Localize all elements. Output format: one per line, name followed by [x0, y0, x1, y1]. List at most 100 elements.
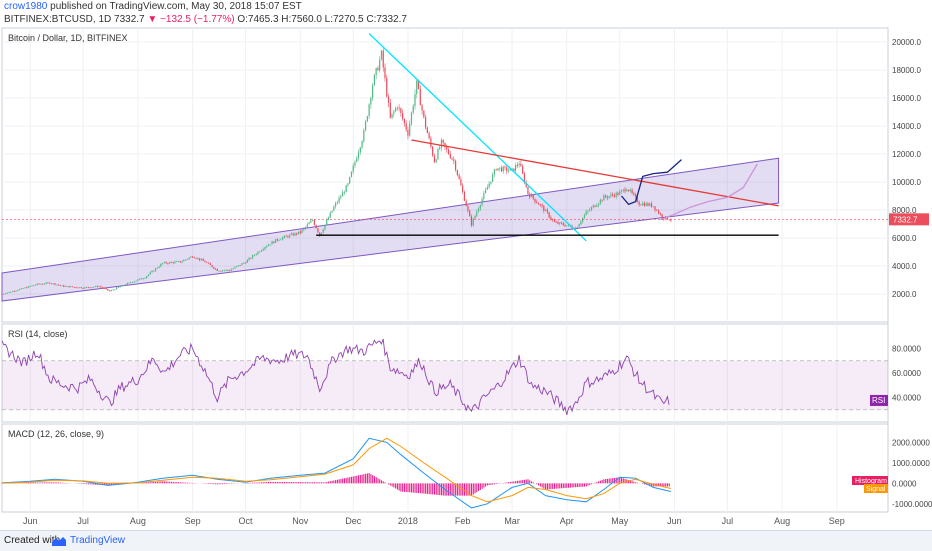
- macd-histogram-bar: [460, 483, 461, 495]
- candle-body: [38, 284, 39, 285]
- candle-body: [619, 192, 620, 195]
- macd-histogram-bar: [215, 483, 216, 484]
- candle-body: [257, 252, 258, 254]
- macd-histogram-bar: [399, 483, 400, 490]
- candle-body: [631, 190, 632, 193]
- macd-histogram-bar: [342, 479, 343, 484]
- candle-body: [312, 220, 313, 221]
- macd-histogram-bar: [609, 479, 610, 484]
- candle-body: [554, 220, 555, 222]
- macd-histogram-bar: [56, 482, 57, 483]
- candle-body: [65, 286, 66, 287]
- x-tick-label: Feb: [455, 516, 471, 526]
- candle-body: [148, 274, 149, 276]
- macd-histogram-bar: [416, 483, 417, 493]
- macd-histogram-bar: [572, 483, 573, 487]
- x-tick-label: 2018: [398, 516, 418, 526]
- macd-histogram-bar: [53, 482, 54, 483]
- candle-body: [141, 279, 142, 280]
- candle-body: [409, 124, 410, 136]
- candle-body: [464, 192, 465, 201]
- macd-histogram-bar: [580, 483, 581, 486]
- candle-body: [111, 290, 112, 291]
- candle-body: [377, 68, 378, 70]
- macd-histogram-bar: [224, 483, 225, 484]
- candle-body: [5, 293, 6, 294]
- macd-histogram-bar: [423, 483, 424, 493]
- candle-body: [411, 113, 412, 124]
- candle-body: [98, 286, 99, 287]
- candle-body: [72, 286, 73, 287]
- y-tick-label: 12000.0: [892, 150, 921, 159]
- macd-histogram-bar: [316, 482, 317, 483]
- candle-body: [365, 121, 366, 130]
- candle-body: [623, 189, 624, 190]
- macd-histogram-bar: [632, 481, 633, 483]
- candle-body: [31, 286, 32, 287]
- x-tick-label: May: [611, 516, 629, 526]
- macd-histogram-bar: [540, 483, 541, 486]
- candle-body: [586, 212, 587, 215]
- macd-histogram-bar: [353, 476, 354, 483]
- macd-histogram-bar: [565, 483, 566, 488]
- macd-histogram-bar: [485, 483, 486, 486]
- candle-body: [132, 282, 133, 283]
- candle-body: [238, 265, 239, 266]
- macd-histogram-bar: [605, 479, 606, 483]
- candle-body: [425, 117, 426, 127]
- candle-body: [600, 200, 601, 204]
- macd-histogram-bar: [349, 477, 350, 483]
- candle-body: [121, 285, 122, 286]
- candle-body: [651, 203, 652, 206]
- candle-body: [303, 228, 304, 230]
- candle-body: [323, 230, 324, 233]
- candle-body: [391, 114, 392, 118]
- candle-body: [430, 138, 431, 146]
- macd-histogram-bar: [289, 482, 290, 483]
- candle-body: [88, 287, 89, 288]
- candle-body: [432, 147, 433, 156]
- macd-histogram-bar: [533, 482, 534, 483]
- macd-histogram-bar: [365, 474, 366, 483]
- candle-body: [287, 236, 288, 237]
- y-tick-label: 18000.0: [892, 66, 921, 75]
- tradingview-brand[interactable]: TradingView: [70, 531, 125, 551]
- candle-body: [143, 278, 144, 279]
- macd-histogram-bar: [453, 483, 454, 495]
- candle-body: [503, 167, 504, 172]
- macd-histogram-bar: [582, 483, 583, 486]
- macd-histogram-bar: [579, 483, 580, 487]
- candle-body: [47, 283, 48, 284]
- candle-body: [406, 123, 407, 130]
- macd-histogram-bar: [155, 482, 156, 484]
- candle-body: [630, 190, 631, 191]
- candle-body: [79, 287, 80, 288]
- candle-body: [354, 162, 355, 166]
- macd-histogram-bar: [602, 480, 603, 483]
- candle-body: [215, 269, 216, 270]
- macd-histogram-bar: [86, 483, 87, 484]
- macd-histogram-bar: [515, 481, 516, 483]
- candle-body: [397, 108, 398, 109]
- macd-histogram-bar: [49, 482, 50, 483]
- candle-body: [222, 270, 223, 271]
- candle-body: [658, 210, 659, 213]
- macd-histogram-bar: [545, 483, 546, 489]
- macd-histogram-bar: [46, 482, 47, 483]
- y-tick-label: 16000.0: [892, 94, 921, 103]
- x-tick-label: Apr: [560, 516, 574, 526]
- candle-body: [393, 111, 394, 113]
- macd-histogram-bar: [40, 482, 41, 483]
- candle-body: [536, 202, 537, 203]
- macd-histogram-bar: [146, 482, 147, 483]
- candle-body: [164, 262, 165, 263]
- macd-histogram-bar: [384, 482, 385, 483]
- candle-body: [203, 259, 204, 261]
- candle-body: [628, 190, 629, 191]
- candle-body: [575, 228, 576, 229]
- macd-histogram-bar: [346, 478, 347, 483]
- candle-body: [264, 247, 265, 249]
- macd-histogram-bar: [287, 482, 288, 483]
- macd-histogram-bar: [635, 482, 636, 483]
